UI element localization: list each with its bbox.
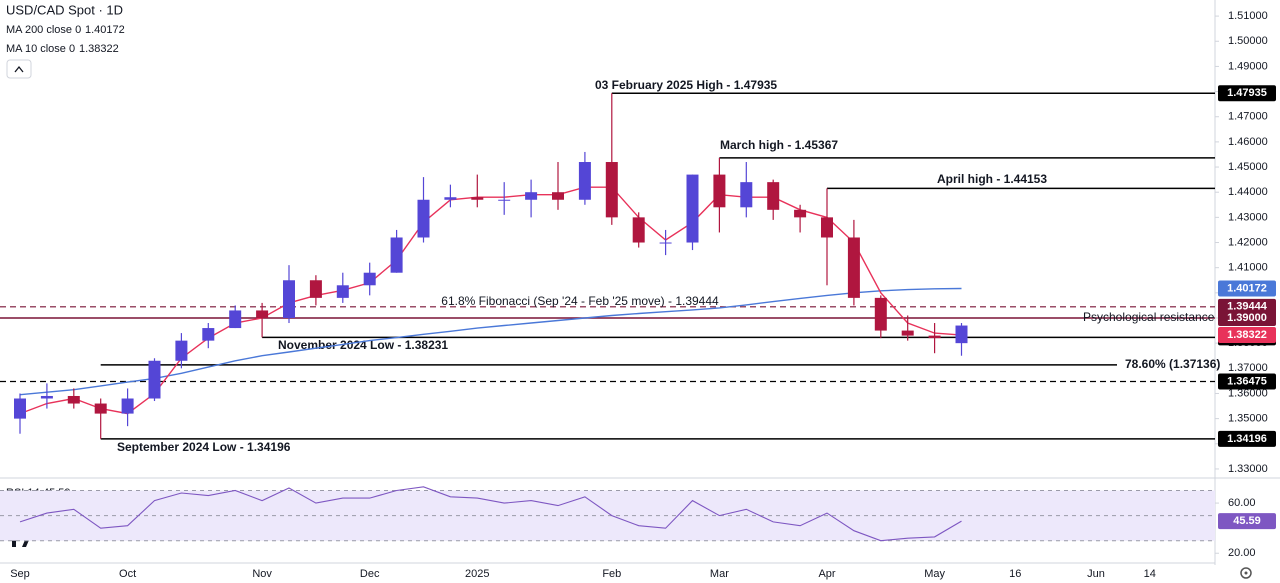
candle-body [148,360,161,399]
level-annotation: Psychological resistance [1083,310,1215,324]
level-annotation: September 2024 Low - 1.34196 [117,440,291,454]
price-tag-label: 1.36475 [1227,375,1267,387]
x-tick-label: Dec [360,568,380,580]
candle-body [847,237,860,298]
y-tick-label: 1.50000 [1228,35,1268,47]
level-annotation: November 2024 Low - 1.38231 [278,338,448,352]
price-tag-label: 1.39444 [1227,301,1268,313]
y-tick-label: 1.35000 [1228,413,1268,425]
level-annotation: 61.8% Fibonacci (Sep '24 - Feb '25 move)… [441,294,719,308]
level-annotation: 03 February 2025 High - 1.47935 [595,78,777,92]
ma10-name: MA 10 close 0 [6,43,75,55]
candle-body [928,335,941,339]
price-tag [1218,373,1276,390]
level-annotation: April high - 1.44153 [937,172,1047,186]
candle-body [471,197,484,200]
candle-body [605,162,618,218]
x-tick-label: Mar [710,568,729,580]
candle-body [283,280,295,318]
candle-body [821,217,833,238]
rsi-y-tick-label: 60.00 [1228,497,1256,509]
rsi-line [19,486,962,542]
candle-body [363,272,376,286]
candle-body [901,330,914,336]
moving-average-line [19,287,962,396]
candle-body [202,328,215,341]
price-tag [1218,513,1276,530]
y-tick-label: 1.33000 [1228,463,1268,475]
x-tick-label: Nov [252,568,272,580]
candle-body [417,199,430,238]
price-tag [1218,309,1276,326]
y-tick-label: 1.47000 [1228,111,1268,123]
candle-body [229,310,242,329]
price-tag [1218,430,1276,447]
y-tick-label: 1.49000 [1228,60,1268,72]
price-tag [1218,280,1276,297]
candle-body [578,162,591,200]
candle-body [67,395,80,404]
candle-body [175,340,188,361]
price-tag-label: 1.34196 [1227,433,1267,445]
ma10-value: 1.38322 [79,43,119,55]
price-tag-label: 1.38322 [1227,329,1267,341]
price-tag-label: 1.40172 [1227,282,1267,294]
candle-body [40,395,53,399]
y-tick-label: 1.51000 [1228,10,1268,22]
candle-body [713,174,726,208]
y-tick-label: 1.43000 [1228,211,1268,223]
x-tick-label: 2025 [465,568,489,580]
x-tick-label: Sep [10,568,30,580]
candle-body [767,182,780,210]
chart-title: USD/CAD Spot · 1D [6,2,123,17]
price-tag-label: 1.47935 [1227,87,1267,99]
candle-body [498,199,511,201]
y-tick-label: 1.37000 [1228,362,1268,374]
rsi-y-tick-label: 20.00 [1228,547,1256,559]
ma200-value: 1.40172 [85,24,125,36]
y-tick-label: 1.36000 [1228,387,1268,399]
candle-body [390,237,403,273]
collapse-button[interactable] [6,59,32,79]
y-tick-label: 1.41000 [1228,262,1268,274]
y-tick-label: 1.42000 [1228,236,1268,248]
candle-body [121,398,134,414]
candle-body [794,209,807,218]
ma200-name: MA 200 close 0 [6,24,81,36]
y-tick-label: 1.45000 [1228,161,1268,173]
candle-body [552,192,564,200]
candle-body [874,297,887,331]
level-annotation: March high - 1.45367 [720,138,838,152]
candle-body [632,217,645,243]
price-tag-label: 1.39000 [1227,312,1267,324]
x-tick-label: Jun [1087,568,1105,580]
price-tag [1218,85,1276,102]
y-tick-label: 1.44000 [1228,186,1268,198]
x-tick-label: Feb [602,568,621,580]
settings-icon[interactable] [1240,567,1252,579]
x-tick-label: 16 [1009,568,1021,580]
candle-body [525,192,538,200]
price-tag [1218,327,1276,344]
level-annotation: 78.60% (1.37136) [1125,357,1220,371]
x-tick-label: Apr [818,568,835,580]
candle-body [686,174,699,243]
price-tag-label: 45.59 [1233,515,1261,527]
candle-body [94,403,107,414]
x-tick-label: Oct [119,568,136,580]
candle-body [444,197,457,200]
y-tick-label: 1.46000 [1228,136,1268,148]
candle-body [256,310,269,318]
candle-body [336,285,349,298]
x-tick-label: May [924,568,945,580]
candle-body [740,182,753,208]
candle-body [955,325,968,344]
x-tick-label: 14 [1144,568,1156,580]
candle-body [309,280,322,298]
candle-body [14,398,26,419]
candle-body [659,242,672,244]
